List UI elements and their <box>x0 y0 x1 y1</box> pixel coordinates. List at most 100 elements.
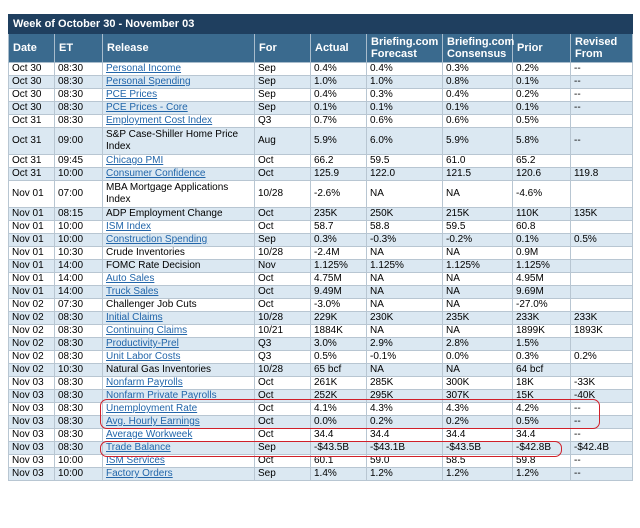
release-link[interactable]: Average Workweek <box>106 429 193 441</box>
release-link[interactable]: Construction Spending <box>106 234 208 246</box>
release-link[interactable]: Auto Sales <box>106 273 155 285</box>
release-link[interactable]: ISM Services <box>106 455 165 467</box>
release-link[interactable]: Unit Labor Costs <box>106 351 181 363</box>
cell-prior: 0.1% <box>512 233 571 247</box>
cell-consensus: NA <box>442 272 513 286</box>
cell-consensus: -0.2% <box>442 233 513 247</box>
release-link[interactable]: Unemployment Rate <box>106 403 198 415</box>
col-header-revised-line1: Revised <box>575 36 618 48</box>
table-row: Nov 03 08:30 Nonfarm Private Payrolls Oct 25… <box>8 389 634 403</box>
cell-revised: 0.5% <box>569 233 634 247</box>
cell-for: Oct <box>254 402 311 416</box>
cell-et: 09:00 <box>54 127 103 155</box>
release-text: MBA Mortgage Applications Index <box>106 182 229 205</box>
cell-actual: 0.4% <box>310 62 367 76</box>
cell-date: Oct 30 <box>8 88 55 102</box>
release-link[interactable]: Productivity-Prel <box>106 338 179 350</box>
cell-et: 10:30 <box>54 363 103 377</box>
cell-et: 14:00 <box>54 285 103 299</box>
cell-consensus: 0.0% <box>442 350 513 364</box>
table-row: Nov 03 08:30 Avg. Hourly Earnings Oct 0.0% 0.… <box>8 415 634 429</box>
cell-actual: 229K <box>310 311 367 325</box>
cell-et: 08:30 <box>54 350 103 364</box>
release-link[interactable]: Truck Sales <box>106 286 159 298</box>
release-link[interactable]: Personal Income <box>106 63 182 75</box>
release-link[interactable]: Nonfarm Payrolls <box>106 377 183 389</box>
cell-revised: 0.2% <box>569 350 634 364</box>
release-link[interactable]: Employment Cost Index <box>106 115 213 127</box>
cell-et: 08:30 <box>54 376 103 390</box>
cell-actual: 5.9% <box>310 127 367 155</box>
cell-actual: 1884K <box>310 324 367 338</box>
cell-revised <box>569 363 634 377</box>
cell-release: Unemployment Rate <box>102 402 255 416</box>
column-header-row: Date ET Release For Actual Briefing.com F… <box>8 33 634 63</box>
cell-revised: -33K <box>569 376 634 390</box>
release-link[interactable]: ISM Index <box>106 221 152 233</box>
cell-for: Sep <box>254 467 311 481</box>
cell-revised: -- <box>569 62 634 76</box>
release-link[interactable]: Avg. Hourly Earnings <box>106 416 200 428</box>
table-row: Oct 30 08:30 Personal Income Sep 0.4% 0.4% 0.3… <box>8 62 634 76</box>
cell-consensus: NA <box>442 324 513 338</box>
table-row: Nov 03 08:30 Nonfarm Payrolls Oct 261K 285K 30… <box>8 376 634 390</box>
cell-date: Nov 01 <box>8 233 55 247</box>
cell-prior: 0.5% <box>512 415 571 429</box>
cell-et: 10:30 <box>54 246 103 260</box>
cell-for: Oct <box>254 389 311 403</box>
economic-calendar-table: Week of October 30 - November 03 Date ET… <box>7 14 634 481</box>
release-link[interactable]: PCE Prices - Core <box>106 102 188 114</box>
col-header-forecast: Briefing.com Forecast <box>366 33 443 63</box>
release-link[interactable]: Consumer Confidence <box>106 168 206 180</box>
cell-forecast: 0.6% <box>366 114 443 128</box>
cell-date: Oct 31 <box>8 167 55 181</box>
cell-date: Nov 03 <box>8 441 55 455</box>
release-link[interactable]: Nonfarm Private Payrolls <box>106 390 217 402</box>
release-link[interactable]: Continuing Claims <box>106 325 188 337</box>
cell-for: Oct <box>254 454 311 468</box>
cell-forecast: 230K <box>366 311 443 325</box>
cell-actual: 0.1% <box>310 101 367 115</box>
release-link[interactable]: Trade Balance <box>106 442 171 454</box>
table-row: Oct 31 09:45 Chicago PMI Oct 66.2 59.5 61.0 65.… <box>8 154 634 168</box>
col-header-consensus-line1: Briefing.com <box>447 36 515 48</box>
cell-actual: 0.4% <box>310 88 367 102</box>
cell-for: 10/28 <box>254 180 311 208</box>
cell-prior: 9.69M <box>512 285 571 299</box>
cell-et: 10:00 <box>54 233 103 247</box>
cell-forecast: 58.8 <box>366 220 443 234</box>
cell-et: 10:00 <box>54 167 103 181</box>
cell-actual: 261K <box>310 376 367 390</box>
cell-release: Challenger Job Cuts <box>102 298 255 312</box>
table-row: Nov 03 08:30 Unemployment Rate Oct 4.1% 4.3% 4… <box>8 402 634 416</box>
cell-release: Average Workweek <box>102 428 255 442</box>
cell-consensus: NA <box>442 180 513 208</box>
release-link[interactable]: Chicago PMI <box>106 155 164 167</box>
release-link[interactable]: PCE Prices <box>106 89 158 101</box>
cell-consensus: 215K <box>442 207 513 221</box>
release-link[interactable]: Initial Claims <box>106 312 163 324</box>
cell-for: Aug <box>254 127 311 155</box>
cell-date: Nov 03 <box>8 454 55 468</box>
cell-release: Unit Labor Costs <box>102 350 255 364</box>
cell-prior: 4.2% <box>512 402 571 416</box>
cell-date: Nov 01 <box>8 246 55 260</box>
release-link[interactable]: Factory Orders <box>106 468 173 480</box>
cell-consensus: 0.8% <box>442 75 513 89</box>
cell-release: Factory Orders <box>102 467 255 481</box>
cell-et: 10:00 <box>54 467 103 481</box>
cell-revised <box>569 259 634 273</box>
table-row: Nov 02 08:30 Unit Labor Costs Q3 0.5% -0.1% 0.… <box>8 350 634 364</box>
cell-for: Sep <box>254 441 311 455</box>
table-row: Oct 30 08:30 PCE Prices - Core Sep 0.1% 0.1% 0… <box>8 101 634 115</box>
cell-prior: 15K <box>512 389 571 403</box>
cell-release: Employment Cost Index <box>102 114 255 128</box>
cell-revised <box>569 298 634 312</box>
release-link[interactable]: Personal Spending <box>106 76 191 88</box>
cell-consensus: 0.3% <box>442 62 513 76</box>
cell-for: Oct <box>254 220 311 234</box>
cell-forecast: NA <box>366 180 443 208</box>
cell-release: ISM Index <box>102 220 255 234</box>
cell-et: 08:30 <box>54 337 103 351</box>
table-row: Nov 01 14:00 FOMC Rate Decision Nov 1.125% 1.… <box>8 259 634 273</box>
